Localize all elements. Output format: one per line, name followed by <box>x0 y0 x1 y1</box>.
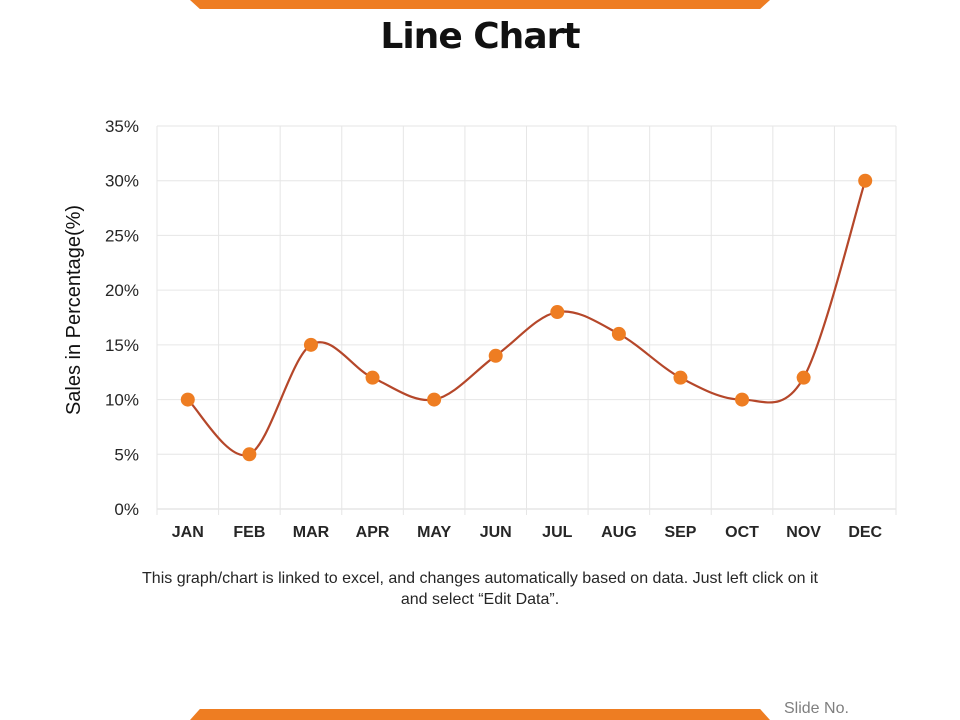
y-tick-label: 30% <box>105 172 139 191</box>
data-point <box>735 392 750 407</box>
x-tick-label: JAN <box>172 524 204 541</box>
y-tick-label: 20% <box>105 281 139 300</box>
y-tick-label: 25% <box>105 226 139 245</box>
data-point <box>303 337 318 352</box>
data-point <box>550 305 565 320</box>
y-tick-label: 10% <box>105 391 139 410</box>
chart-caption: This graph/chart is linked to excel, and… <box>142 570 818 608</box>
y-tick-label: 15% <box>105 336 139 355</box>
data-point <box>180 392 195 407</box>
bottom-accent-bar <box>190 709 770 720</box>
line-chart[interactable]: 0% 5% 10% 15% 20% 25% 30% 35% JAN FEB MAR APR MAY JU… <box>0 0 960 560</box>
data-point <box>858 173 873 188</box>
y-axis-label: Sales in Percentage(%) <box>63 205 85 415</box>
x-tick-label: NOV <box>786 524 821 541</box>
data-point <box>611 326 626 341</box>
data-point <box>673 370 688 385</box>
data-point <box>365 370 380 385</box>
x-tick-label: OCT <box>725 524 759 541</box>
data-point <box>796 370 811 385</box>
slide-number-label: Slide No. <box>784 700 849 717</box>
y-tick-label: 5% <box>114 445 139 464</box>
series-layer <box>180 173 873 462</box>
chart-grid <box>156 125 897 515</box>
x-tick-label: AUG <box>601 524 637 541</box>
data-point <box>427 392 442 407</box>
x-tick-label: MAR <box>293 524 330 541</box>
x-tick-label: SEP <box>664 524 696 541</box>
x-tick-label: JUN <box>480 524 512 541</box>
x-tick-label: JUL <box>542 524 572 541</box>
data-point <box>488 348 503 363</box>
x-tick-label: DEC <box>848 524 882 541</box>
y-tick-label: 35% <box>105 117 139 136</box>
data-point <box>242 447 257 462</box>
y-tick-label: 0% <box>114 500 139 519</box>
slide-title: Line Chart <box>380 16 580 57</box>
x-tick-label: APR <box>356 524 390 541</box>
top-accent-bar <box>190 0 770 9</box>
x-axis-ticks: JAN FEB MAR APR MAY JUN JUL AUG SEP OCT NOV DEC <box>172 524 883 541</box>
y-axis-ticks: 0% 5% 10% 15% 20% 25% 30% 35% <box>105 117 139 519</box>
series-line <box>187 180 867 457</box>
x-tick-label: MAY <box>417 524 451 541</box>
x-tick-label: FEB <box>233 524 265 541</box>
